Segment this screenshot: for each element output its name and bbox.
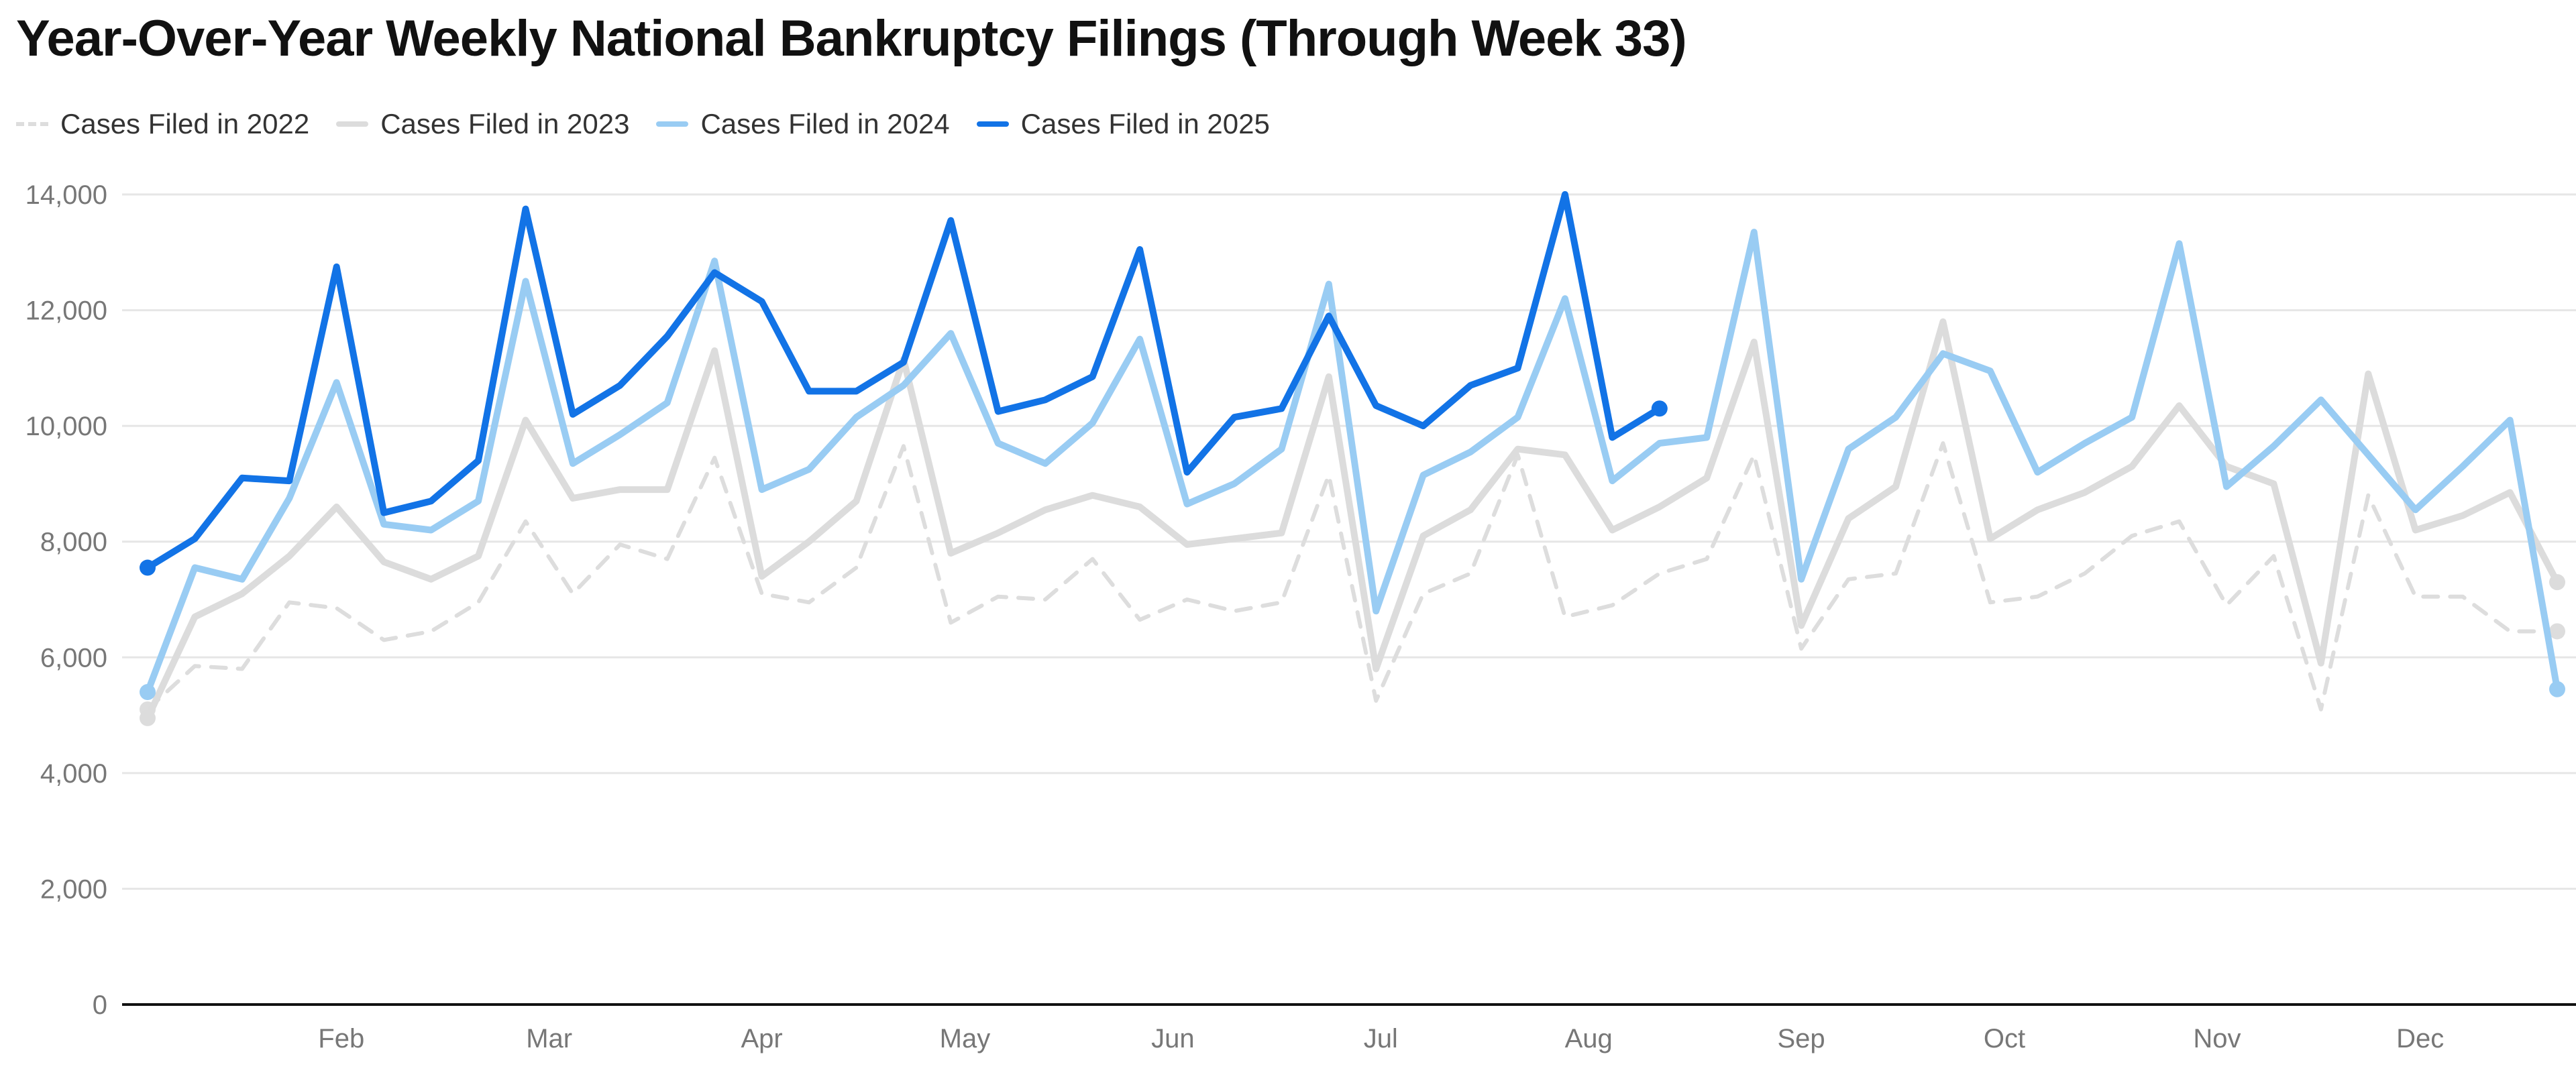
series-line-2025 xyxy=(144,191,1663,571)
x-tick-label-oct: Oct xyxy=(1984,1024,2025,1053)
series-start-point-2023 xyxy=(140,709,156,726)
x-tick-label-apr: Apr xyxy=(741,1024,782,1053)
x-tick-label-nov: Nov xyxy=(2193,1024,2241,1053)
x-tick-label-jul: Jul xyxy=(1364,1024,1398,1053)
x-tick-label-jun: Jun xyxy=(1151,1024,1195,1053)
y-tick-label-10000: 10,000 xyxy=(25,412,107,441)
y-tick-label-14000: 14,000 xyxy=(25,180,107,210)
x-tick-label-feb: Feb xyxy=(318,1024,364,1053)
y-tick-label-0: 0 xyxy=(93,990,107,1020)
y-tick-label-12000: 12,000 xyxy=(25,296,107,326)
legend-label-2024: Cases Filed in 2024 xyxy=(700,108,950,139)
series-start-point-2024 xyxy=(140,684,156,701)
chart-title: Year-Over-Year Weekly National Bankruptc… xyxy=(16,10,1687,67)
y-tick-label-8000: 8,000 xyxy=(40,528,107,557)
x-tick-label-dec: Dec xyxy=(2396,1024,2444,1053)
legend-label-2023: Cases Filed in 2023 xyxy=(380,108,630,139)
legend-label-2025: Cases Filed in 2025 xyxy=(1020,108,1270,139)
legend-swatch-2025 xyxy=(976,121,1009,127)
legend-swatch-2022 xyxy=(16,122,48,126)
x-tick-label-aug: Aug xyxy=(1565,1024,1613,1053)
series-line-2023 xyxy=(144,318,2561,722)
legend: Cases Filed in 2022 Cases Filed in 2023 … xyxy=(16,101,1270,148)
series-line-2022 xyxy=(146,441,2559,711)
series-end-point-2023 xyxy=(2549,574,2565,591)
legend-item-2025[interactable]: Cases Filed in 2025 xyxy=(976,108,1270,140)
series-end-point-2024 xyxy=(2549,681,2565,697)
legend-item-2024[interactable]: Cases Filed in 2024 xyxy=(656,108,950,140)
legend-swatch-2024 xyxy=(656,121,689,127)
x-tick-label-mar: Mar xyxy=(526,1024,572,1053)
y-tick-label-2000: 2,000 xyxy=(40,874,107,904)
series-end-point-2025 xyxy=(1651,400,1668,417)
legend-item-2022[interactable]: Cases Filed in 2022 xyxy=(16,108,309,140)
x-tick-label-may: May xyxy=(940,1024,991,1053)
legend-label-2022: Cases Filed in 2022 xyxy=(60,108,310,139)
legend-swatch-2023 xyxy=(336,121,369,127)
y-tick-label-6000: 6,000 xyxy=(40,643,107,673)
series-end-point-2022 xyxy=(2549,623,2565,640)
legend-item-2023[interactable]: Cases Filed in 2023 xyxy=(336,108,629,140)
series-start-point-2025 xyxy=(140,559,156,576)
x-tick-label-sep: Sep xyxy=(1778,1024,1825,1053)
series-line-2024 xyxy=(144,229,2561,696)
y-tick-label-4000: 4,000 xyxy=(40,759,107,789)
